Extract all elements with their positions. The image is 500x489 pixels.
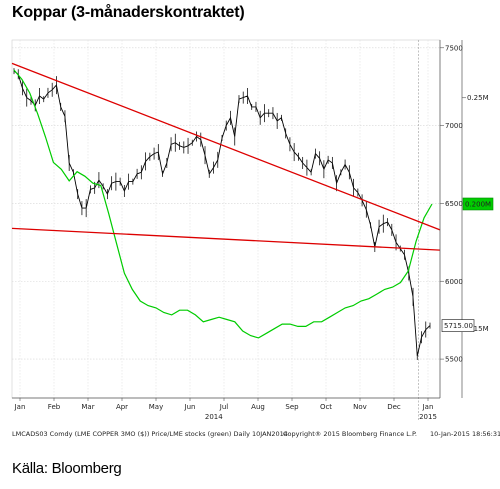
left-axis-tick-label: 5500 xyxy=(445,356,463,364)
stocks-series-line xyxy=(13,69,433,339)
x-axis-year-label: 2015 xyxy=(419,413,437,421)
x-axis-month-label: Jul xyxy=(219,403,229,411)
support-trend-line xyxy=(11,227,441,251)
price-series-line xyxy=(13,70,431,357)
left-axis-tick-label: 7500 xyxy=(445,44,463,52)
footer-right: 10-Jan-2015 18:56:31 xyxy=(430,430,500,438)
left-axis-tick-label: 6000 xyxy=(445,278,463,286)
footer-middle: Copyright® 2015 Bloomberg Finance L.P. xyxy=(283,430,417,438)
x-axis-month-label: Aug xyxy=(251,403,265,411)
x-axis-month-label: Mar xyxy=(81,403,94,411)
last-stock-tag xyxy=(462,197,494,211)
grid xyxy=(11,39,441,420)
right-axis-tick-label: 0.15M xyxy=(467,325,489,333)
x-axis-month-label: Dec xyxy=(387,403,401,411)
right-axis-tick-label: 0.25M xyxy=(467,94,489,102)
plot-frame xyxy=(11,39,441,399)
last-price-tag xyxy=(441,319,475,332)
series-layer xyxy=(11,62,441,360)
x-axis-month-label: May xyxy=(149,403,163,411)
x-axis-month-label: Feb xyxy=(48,403,61,411)
footer-left: LMCADS03 Comdy (LME COPPER 3MO ($)) Pric… xyxy=(12,430,288,438)
last-stock-label: 0.200M xyxy=(465,200,491,208)
x-axis-month-label: Jan xyxy=(14,403,26,411)
source-note: Källa: Bloomberg xyxy=(12,460,122,477)
chart-title: Koppar (3-månaderskontraktet) xyxy=(12,4,245,21)
x-axis-month-label: Sep xyxy=(285,403,299,411)
x-axis-month-label: Oct xyxy=(320,403,332,411)
last-price-label: 5715.00 xyxy=(444,322,473,330)
x-axis-month-label: Apr xyxy=(116,403,128,411)
left-axis-tick-label: 7000 xyxy=(445,122,463,130)
x-axis-month-label: Jun xyxy=(184,403,196,411)
tick-labels: 5500 6000 6500 7000 7500 0.15M 0.25M Jan Feb Mar A… xyxy=(14,44,494,421)
left-axis-tick-label: 6500 xyxy=(445,200,463,208)
x-axis-year-label: 2014 xyxy=(205,413,223,421)
x-axis-month-label: Nov xyxy=(353,403,367,411)
axes xyxy=(12,40,466,401)
falling-trend-line xyxy=(11,62,441,231)
x-axis-month-label: Jan xyxy=(422,403,434,411)
